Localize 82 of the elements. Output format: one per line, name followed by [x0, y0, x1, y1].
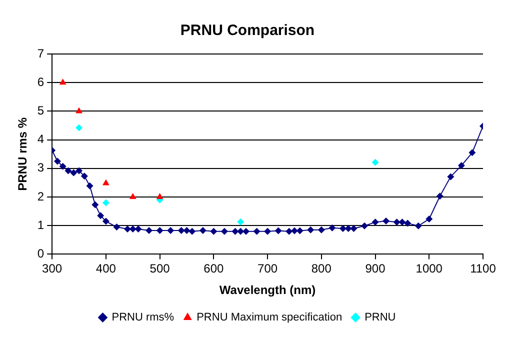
point [86, 182, 94, 190]
point [129, 193, 136, 199]
point [274, 227, 282, 234]
x-tick-label: 900 [365, 262, 386, 276]
point [372, 218, 379, 226]
point [156, 193, 164, 199]
point [113, 224, 120, 231]
point [102, 179, 110, 186]
legend-label: PRNU rms% [112, 312, 174, 324]
point [59, 78, 66, 85]
point [468, 149, 476, 156]
y-tick-label: 1 [37, 218, 44, 232]
point [344, 224, 352, 232]
point [372, 158, 379, 166]
x-axis-title: Wavelength (nm) [219, 283, 316, 298]
point [393, 218, 400, 226]
x-tick-label: 600 [204, 262, 224, 276]
point [307, 226, 314, 234]
x-tick-label: 700 [258, 262, 278, 276]
y-tick-label: 4 [37, 132, 44, 146]
y-tick-label: 6 [37, 74, 44, 89]
point [350, 224, 358, 232]
x-tick-label: 300 [42, 262, 62, 276]
y-tick-label: 7 [37, 46, 44, 60]
point [447, 173, 454, 180]
point [398, 218, 406, 226]
y-tick-label: 2 [37, 189, 44, 204]
x-tick-label: 800 [311, 262, 332, 276]
point [328, 224, 336, 232]
point [404, 220, 412, 227]
point [414, 222, 422, 230]
point [339, 224, 346, 232]
point [360, 222, 368, 230]
point [199, 226, 206, 234]
point [436, 192, 444, 200]
point [54, 158, 61, 165]
legend-label: PRNU [364, 312, 396, 324]
point [92, 201, 99, 208]
point [237, 228, 244, 235]
x-tick-label: 1000 [416, 262, 443, 276]
point [102, 199, 110, 206]
point [286, 228, 293, 235]
point [97, 212, 104, 220]
point [242, 228, 250, 235]
point [296, 227, 304, 234]
point [264, 228, 272, 235]
point [102, 218, 110, 225]
point [183, 226, 190, 234]
point [76, 167, 83, 174]
point [232, 228, 239, 235]
point [188, 228, 196, 235]
point [59, 162, 66, 170]
point [253, 228, 260, 235]
point [80, 172, 88, 180]
point [129, 226, 136, 233]
point [382, 218, 390, 225]
point [220, 228, 228, 235]
point [134, 226, 142, 233]
point [290, 227, 298, 234]
point [70, 169, 78, 176]
point [76, 124, 83, 132]
point [318, 226, 325, 234]
point [156, 226, 164, 234]
point [76, 107, 82, 114]
y-axis-title: PRNU rms % [16, 117, 30, 191]
y-tick-label: 5 [37, 104, 44, 118]
chart-title: PRNU Comparison [180, 22, 315, 40]
x-tick-label: 1100 [470, 262, 496, 276]
point [146, 226, 153, 234]
point [237, 218, 244, 226]
y-tick-label: 3 [37, 160, 44, 175]
legend-label: PRNU Maximum specification [196, 312, 342, 324]
point [124, 226, 131, 233]
x-tick-label: 400 [96, 262, 116, 276]
point [167, 226, 174, 234]
point [426, 216, 433, 223]
point [458, 162, 465, 170]
y-tick-label: 0 [37, 246, 44, 261]
point [64, 167, 72, 174]
point [210, 228, 218, 235]
x-tick-label: 500 [150, 262, 170, 276]
point [178, 226, 185, 234]
